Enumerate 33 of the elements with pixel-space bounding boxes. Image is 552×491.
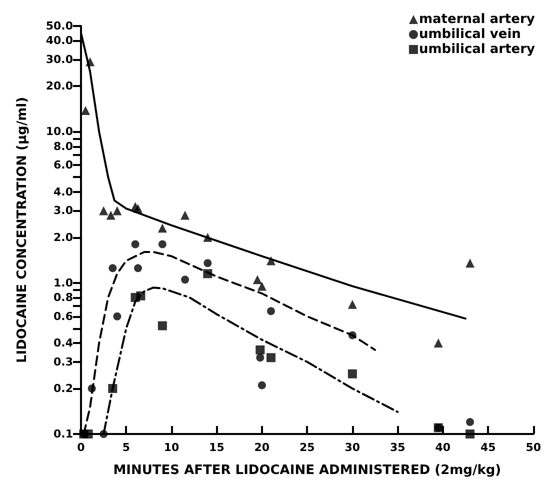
y-tick-label: 30.0 xyxy=(46,53,74,66)
y-tick-label: 4.0 xyxy=(54,185,74,198)
y-tick-label: 1.0 xyxy=(54,276,74,290)
x-axis-title: MINUTES AFTER LIDOCAINE ADMINISTERED (2mg/kg) xyxy=(113,463,502,478)
x-tick-label: 5 xyxy=(122,441,130,454)
y-tick-label: 6.0 xyxy=(54,158,74,172)
y-tick-label: 50.0 xyxy=(46,20,74,32)
y-tick-label: 0.6 xyxy=(54,310,74,323)
y-tick-label: 3.0 xyxy=(54,204,74,218)
legend-label: maternal artery xyxy=(418,12,536,27)
x-tick-label: 45 xyxy=(480,441,496,454)
x-tick-label: 50 xyxy=(526,441,542,454)
y-tick-label: 0.4 xyxy=(54,336,74,350)
legend-label: umbilical artery xyxy=(418,42,536,57)
y-tick-label: 0.3 xyxy=(54,355,73,368)
y-tick-label: 20.0 xyxy=(46,80,74,93)
x-tick-label: 40 xyxy=(435,441,451,454)
x-tick-label: 0 xyxy=(77,441,86,454)
y-tick-label: 2.0 xyxy=(54,230,74,244)
y-tick-label: 10.0 xyxy=(46,125,74,138)
y-tick-label: 0.8 xyxy=(54,290,73,304)
x-tick-label: 15 xyxy=(209,441,224,454)
y-tick-label: 40.0 xyxy=(46,34,74,48)
x-tick-label: 30 xyxy=(344,441,360,454)
legend-label: umbilical vein xyxy=(418,27,521,42)
y-axis-title: LIDOCAINE CONCENTRATION (µg/ml) xyxy=(15,96,30,364)
y-tick-label: 0.1 xyxy=(54,428,73,440)
y-tick-label: 8.0 xyxy=(54,140,74,153)
y-tick-label: 0.2 xyxy=(54,382,73,395)
x-tick-label: 20 xyxy=(254,441,270,454)
x-tick-label: 25 xyxy=(300,441,315,454)
x-tick-label: 10 xyxy=(164,441,180,454)
x-tick-label: 35 xyxy=(390,441,406,454)
